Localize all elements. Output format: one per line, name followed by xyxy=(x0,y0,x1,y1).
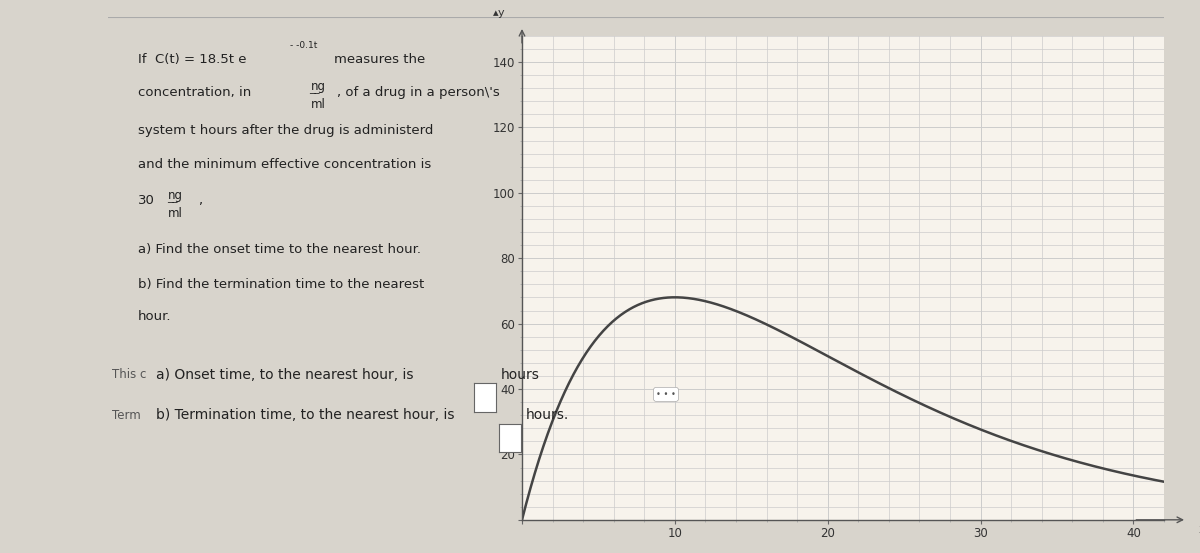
Text: • • •: • • • xyxy=(656,390,676,399)
Text: ng: ng xyxy=(168,189,184,202)
Text: hours.: hours. xyxy=(526,408,569,422)
Text: b) Find the termination time to the nearest: b) Find the termination time to the near… xyxy=(138,278,425,291)
Text: Term: Term xyxy=(112,409,140,422)
Text: , of a drug in a person\'s: , of a drug in a person\'s xyxy=(337,86,500,99)
Text: ng: ng xyxy=(311,80,326,93)
Text: ml: ml xyxy=(311,98,325,112)
Text: If  C(t) = 18.5t e: If C(t) = 18.5t e xyxy=(138,53,246,66)
Text: - -0.1t: - -0.1t xyxy=(290,41,318,50)
Text: measures the: measures the xyxy=(334,53,425,66)
Text: system t hours after the drug is administerd: system t hours after the drug is adminis… xyxy=(138,124,433,138)
Text: ml: ml xyxy=(168,207,182,220)
Text: __: __ xyxy=(310,84,320,94)
Text: b) Termination time, to the nearest hour, is: b) Termination time, to the nearest hour… xyxy=(156,408,455,422)
Text: __: __ xyxy=(167,193,178,203)
Text: This c: This c xyxy=(112,368,146,381)
Text: hours: hours xyxy=(500,368,539,382)
Text: x: x xyxy=(1199,523,1200,536)
Text: hour.: hour. xyxy=(138,310,172,323)
Text: ,: , xyxy=(198,194,202,207)
Text: 30: 30 xyxy=(138,194,155,207)
Text: a) Find the onset time to the nearest hour.: a) Find the onset time to the nearest ho… xyxy=(138,243,421,257)
Text: a) Onset time, to the nearest hour, is: a) Onset time, to the nearest hour, is xyxy=(156,368,414,382)
Text: concentration, in: concentration, in xyxy=(138,86,251,99)
Text: and the minimum effective concentration is: and the minimum effective concentration … xyxy=(138,158,431,171)
Text: $\blacktriangle$y: $\blacktriangle$y xyxy=(492,8,506,19)
